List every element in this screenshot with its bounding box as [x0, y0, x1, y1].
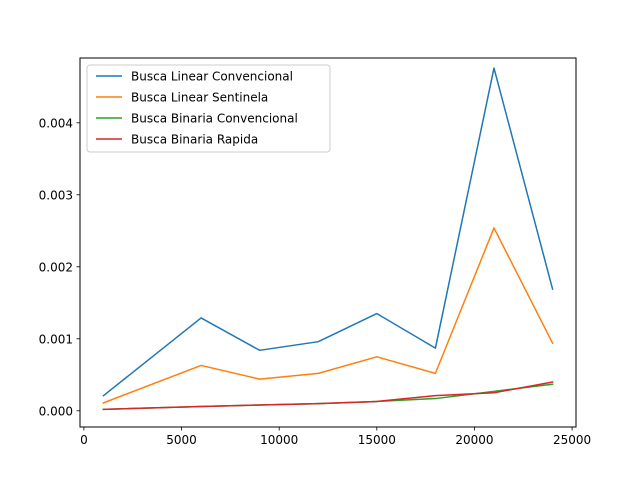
- y-tick-label: 0.000: [39, 404, 73, 418]
- x-tick-label: 25000: [553, 433, 591, 447]
- legend-label-1: Busca Linear Sentinela: [131, 91, 268, 105]
- legend-label-0: Busca Linear Convencional: [131, 70, 293, 84]
- x-tick-label: 20000: [455, 433, 493, 447]
- series-layer: [102, 67, 554, 411]
- plot-frame: [79, 57, 577, 428]
- y-tick-label: 0.004: [39, 116, 73, 130]
- y-axis: 0.000 0.001 0.002 0.003 0.004: [39, 116, 80, 418]
- legend: Busca Linear Convencional Busca Linear Se…: [86, 64, 331, 153]
- legend-label-3: Busca Binaria Rapida: [131, 133, 258, 147]
- x-tick-label: 0: [80, 433, 88, 447]
- y-tick-label: 0.002: [39, 260, 73, 274]
- x-axis: 0 5000 10000 15000 20000 25000: [80, 427, 591, 447]
- series-line-3: [102, 381, 554, 411]
- x-tick-label: 15000: [358, 433, 396, 447]
- x-tick-label: 10000: [260, 433, 298, 447]
- y-tick-label: 0.001: [39, 332, 73, 346]
- x-tick-label: 5000: [166, 433, 197, 447]
- legend-label-2: Busca Binaria Convencional: [131, 112, 298, 126]
- legend-box: [86, 64, 331, 153]
- series-line-0: [102, 67, 554, 397]
- y-tick-label: 0.003: [39, 188, 73, 202]
- series-line-1: [102, 227, 554, 404]
